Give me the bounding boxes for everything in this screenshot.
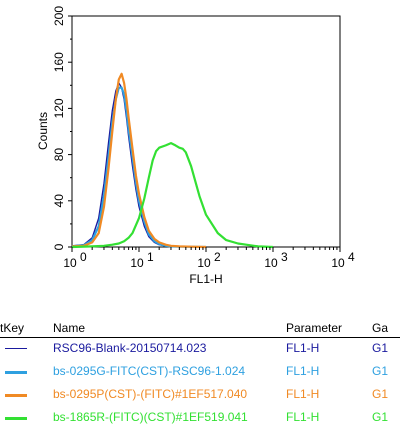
legend-parameter: FL1-H [286, 410, 320, 424]
series-line [71, 86, 207, 249]
x-axis-title: FL1-H [189, 272, 222, 286]
series-line [71, 142, 274, 249]
y-axis: 0 40 80 120 160 200 [52, 6, 72, 250]
y-axis-title: Counts [36, 112, 50, 150]
legend-swatch [5, 371, 27, 374]
legend-swatch [5, 348, 27, 349]
legend-swatch [5, 394, 27, 397]
x-tick-label: 10 [264, 256, 278, 270]
legend-parameter: FL1-H [286, 364, 320, 378]
x-tick-label: 10 [130, 256, 144, 270]
legend-row: bs-0295G-FITC(CST)-RSC96-1.024 FL1-H G1 [0, 362, 400, 382]
legend-row: RSC96-Blank-20150714.023 FL1-H G1 [0, 339, 400, 359]
legend-gate: G1 [372, 387, 389, 401]
x-tick-exponent: 0 [80, 250, 87, 264]
legend-header-key: tKey [0, 321, 25, 335]
series-line [71, 82, 207, 248]
y-tick-label: 80 [52, 148, 66, 162]
legend-gate: G1 [372, 364, 389, 378]
y-tick-label: 0 [52, 243, 66, 250]
legend-parameter: FL1-H [286, 341, 320, 355]
legend-series-name: bs-0295G-FITC(CST)-RSC96-1.024 [53, 364, 246, 378]
legend-gate: G1 [372, 341, 389, 355]
y-tick-label: 200 [52, 6, 66, 26]
series-layer [71, 72, 274, 249]
y-tick-label: 40 [52, 194, 66, 208]
series-line [71, 72, 207, 249]
legend-row: bs-1865R-(FITC)(CST)#1EF519.041 FL1-H G1 [0, 408, 400, 428]
plot-area [71, 15, 341, 249]
legend-series-name: RSC96-Blank-20150714.023 [53, 341, 207, 355]
legend-header-name: Name [53, 321, 86, 335]
x-tick-exponent: 3 [281, 250, 288, 264]
x-tick-label: 10 [197, 256, 211, 270]
x-tick-exponent: 4 [348, 250, 355, 264]
legend-series-name: bs-1865R-(FITC)(CST)#1EF519.041 [53, 410, 248, 424]
y-tick-label: 120 [52, 98, 66, 118]
legend-parameter: FL1-H [286, 387, 320, 401]
legend-series-name: bs-0295P(CST)-(FITC)#1EF517.040 [53, 387, 248, 401]
legend-table: tKey Name Parameter Ga RSC96-Blank-20150… [0, 318, 400, 430]
legend-swatch [5, 417, 27, 420]
x-tick-label: 10 [331, 256, 345, 270]
legend-gate: G1 [372, 410, 389, 424]
x-axis: 10 0 10 1 10 2 10 3 10 4 [63, 247, 355, 270]
legend-header-gate: Ga [372, 321, 389, 335]
x-tick-label: 10 [63, 256, 77, 270]
legend-header-divider [0, 337, 400, 338]
legend-row: bs-0295P(CST)-(FITC)#1EF517.040 FL1-H G1 [0, 385, 400, 405]
x-tick-exponent: 1 [147, 250, 154, 264]
y-tick-label: 160 [52, 52, 66, 72]
x-tick-exponent: 2 [214, 250, 221, 264]
legend-header-parameter: Parameter [286, 321, 343, 335]
